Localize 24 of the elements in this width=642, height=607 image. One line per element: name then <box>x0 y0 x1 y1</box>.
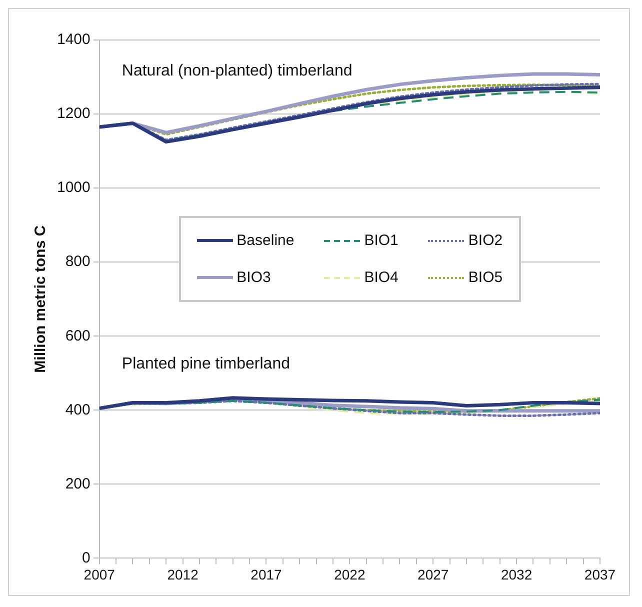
annotation: Natural (non-planted) timberland <box>122 62 352 80</box>
legend-label: BIO3 <box>236 269 271 286</box>
x-tick-label: 2037 <box>584 566 616 582</box>
y-tick-label: 800 <box>65 253 90 270</box>
x-tick-label: 2032 <box>500 566 532 582</box>
y-tick-label: 1400 <box>56 31 90 48</box>
x-tick-label: 2007 <box>84 566 116 582</box>
legend-label: BIO1 <box>364 232 398 250</box>
legend-label: BIO2 <box>468 232 503 250</box>
legend-label: BIO5 <box>468 269 503 286</box>
y-tick-label: 1000 <box>56 179 90 196</box>
y-tick-label: 600 <box>65 327 90 344</box>
y-axis-title: Million metric tons C <box>32 225 50 373</box>
y-tick-label: 1200 <box>56 105 90 122</box>
y-tick-label: 0 <box>82 549 90 566</box>
y-tick-label: 400 <box>65 401 90 418</box>
x-tick-label: 2027 <box>418 566 449 582</box>
x-tick-label: 2022 <box>334 566 366 582</box>
x-tick-label: 2012 <box>167 566 199 582</box>
annotation: Planted pine timberland <box>122 355 290 372</box>
x-tick-label: 2017 <box>250 566 282 582</box>
legend-label: BIO4 <box>364 269 398 286</box>
legend-label: Baseline <box>236 232 294 250</box>
y-tick-label: 200 <box>65 475 90 492</box>
